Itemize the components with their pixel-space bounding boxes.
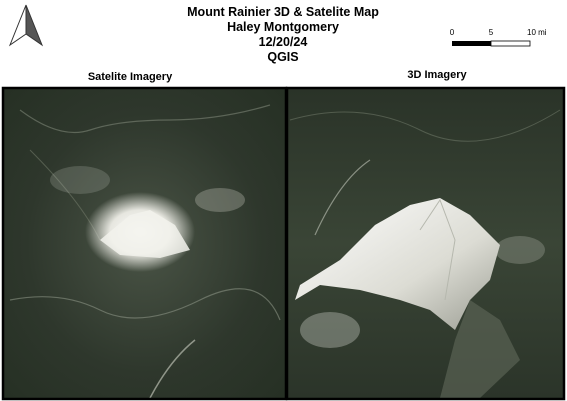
title-line: Mount Rainier 3D & Satelite Map bbox=[187, 5, 379, 19]
title-line: QGIS bbox=[267, 50, 298, 64]
scale-label: 5 bbox=[489, 28, 494, 37]
panel-frame bbox=[285, 86, 566, 401]
north-arrow bbox=[8, 4, 44, 47]
scale-label: 10 mi bbox=[527, 28, 547, 37]
panel-label: 3D Imagery bbox=[407, 69, 467, 81]
scale-bar: 0 5 10 mi bbox=[450, 28, 547, 47]
3d-image bbox=[288, 89, 563, 398]
title-line: Haley Montgomery bbox=[227, 20, 339, 34]
panel-label: Satelite Imagery bbox=[88, 71, 173, 83]
scale-label: 0 bbox=[450, 28, 455, 37]
satellite-image bbox=[4, 89, 285, 398]
title-line: 12/20/24 bbox=[259, 35, 308, 49]
